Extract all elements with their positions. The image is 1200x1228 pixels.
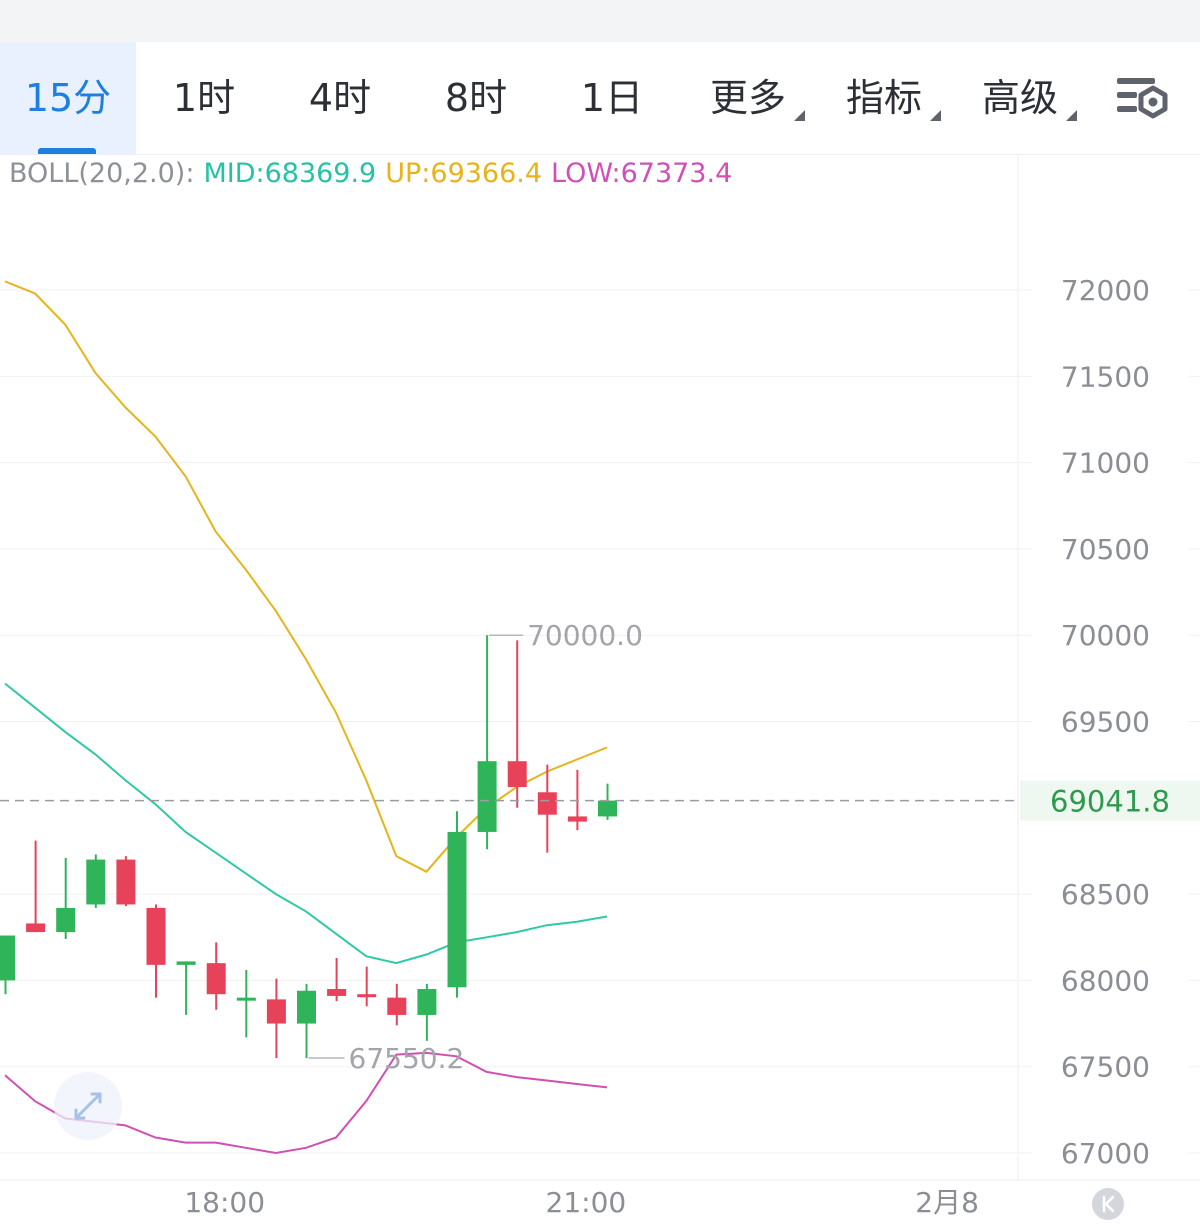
boll-mid-line [4,682,608,965]
candle-body [146,907,166,965]
candle-body [598,800,617,817]
fullscreen-expand-button[interactable] [54,1072,122,1140]
y-tick-label: 71500 [1061,360,1150,393]
y-tick-label: 68000 [1061,964,1150,997]
expand-icon [74,1092,102,1120]
candle-body [176,961,196,965]
max-price-label: 70000.0 [527,619,643,652]
tab-label: 15分 [24,76,112,120]
tab-label: 4时 [308,76,372,120]
candle-body [56,907,76,933]
candle-body [116,859,136,905]
y-tick-label: 70000 [1061,619,1150,652]
y-tick-label: 71000 [1061,447,1150,480]
candle-body [0,935,15,981]
candle-body [537,792,557,815]
candle-body [266,999,286,1024]
candle-body [507,761,527,788]
tab-label: 指标 [845,76,922,120]
y-tick-label: 69500 [1061,706,1150,739]
candle-body [417,989,437,1015]
tab-more[interactable]: 更多 [680,42,816,154]
tab-label: 高级 [981,76,1058,120]
tab-indicators[interactable]: 指标 [816,42,952,154]
skip-to-end-icon [1102,1195,1115,1213]
candle-body [477,761,497,832]
chart-overlays: 69041.8 70000.0 67550.2 [0,619,1200,1220]
candle-body [26,923,46,933]
grid-lines [0,154,1200,1181]
min-price-label: 67550.2 [349,1042,465,1075]
tab-4hour[interactable]: 4时 [272,42,408,154]
candle-body [86,859,106,905]
current-price-tag [1020,780,1200,821]
candle-body [327,989,347,996]
tab-label: 1时 [172,76,236,120]
x-tick-label: 18:00 [184,1186,265,1219]
candle-body [236,997,256,1001]
tab-15min[interactable]: 15分 [0,42,136,154]
boll-legend: BOLL(20,2.0): MID:68369.9 UP:69366.4 LOW:67… [9,154,732,194]
scroll-to-latest-button[interactable] [1092,1188,1124,1220]
dropdown-corner-icon [930,110,941,121]
boll-indicator-name: BOLL(20,2.0): [9,158,195,189]
y-tick-label: 72000 [1061,274,1150,307]
tab-label: 更多 [709,76,786,120]
tab-1day[interactable]: 1日 [544,42,680,154]
y-tick-label: 68500 [1061,878,1150,911]
dropdown-corner-icon [1066,110,1077,121]
axis-labels: 72000 71500 71000 70500 70000 69500 68500 68000… [184,274,1150,1219]
boll-low-value: LOW:67373.4 [551,158,733,189]
chart-settings-icon [1117,78,1168,119]
scroll-button-bg [1092,1188,1124,1220]
boll-mid-value: MID:68369.9 [203,158,377,189]
x-tick-label: 21:00 [546,1186,627,1219]
candle-body [387,997,407,1015]
boll-upper-line [4,280,608,873]
active-tab-indicator [38,148,96,154]
candle-body [206,963,226,995]
candle-body [297,990,316,1024]
x-tick-label: 2月8 [915,1186,979,1219]
dropdown-corner-icon [794,110,805,121]
y-tick-label: 67000 [1061,1137,1150,1170]
candle-body [567,816,587,822]
tab-label: 8时 [444,76,508,120]
candle-body [447,831,467,988]
boll-up-value: UP:69366.4 [385,158,543,189]
period-tab-bar: 15分 1时 4时 8时 1日 更多 指标 高级 [0,42,1200,155]
y-tick-label: 67500 [1061,1051,1150,1084]
tab-8hour[interactable]: 8时 [408,42,544,154]
candles [0,635,617,1059]
tab-1hour[interactable]: 1时 [136,42,272,154]
tab-label: 1日 [580,76,644,120]
top-strip [0,0,1200,42]
current-price-label: 69041.8 [1050,785,1170,819]
chart-settings-button[interactable] [1112,72,1174,126]
tab-advanced[interactable]: 高级 [952,42,1088,154]
y-tick-label: 70500 [1061,533,1150,566]
candle-body [357,994,377,998]
